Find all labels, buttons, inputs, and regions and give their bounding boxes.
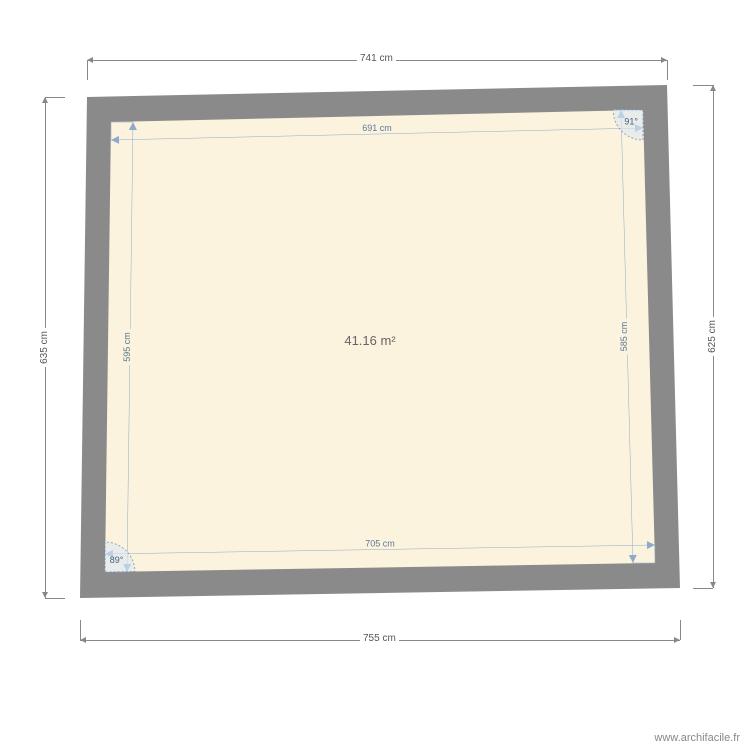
svg-text:705 cm: 705 cm bbox=[365, 539, 395, 549]
outer-dim-right-label: 625 cm bbox=[707, 317, 718, 356]
svg-text:91°: 91° bbox=[624, 117, 638, 127]
svg-text:585 cm: 585 cm bbox=[619, 322, 629, 352]
watermark: www.archifacile.fr bbox=[654, 732, 740, 744]
outer-dim-top-label: 741 cm bbox=[357, 53, 396, 64]
svg-text:691 cm: 691 cm bbox=[362, 123, 392, 133]
outer-dim-bottom-label: 755 cm bbox=[360, 633, 399, 644]
svg-text:89°: 89° bbox=[110, 555, 124, 565]
outer-dim-left-label: 635 cm bbox=[39, 328, 50, 367]
area-label: 41.16 m² bbox=[344, 333, 396, 348]
svg-text:595 cm: 595 cm bbox=[122, 332, 132, 362]
